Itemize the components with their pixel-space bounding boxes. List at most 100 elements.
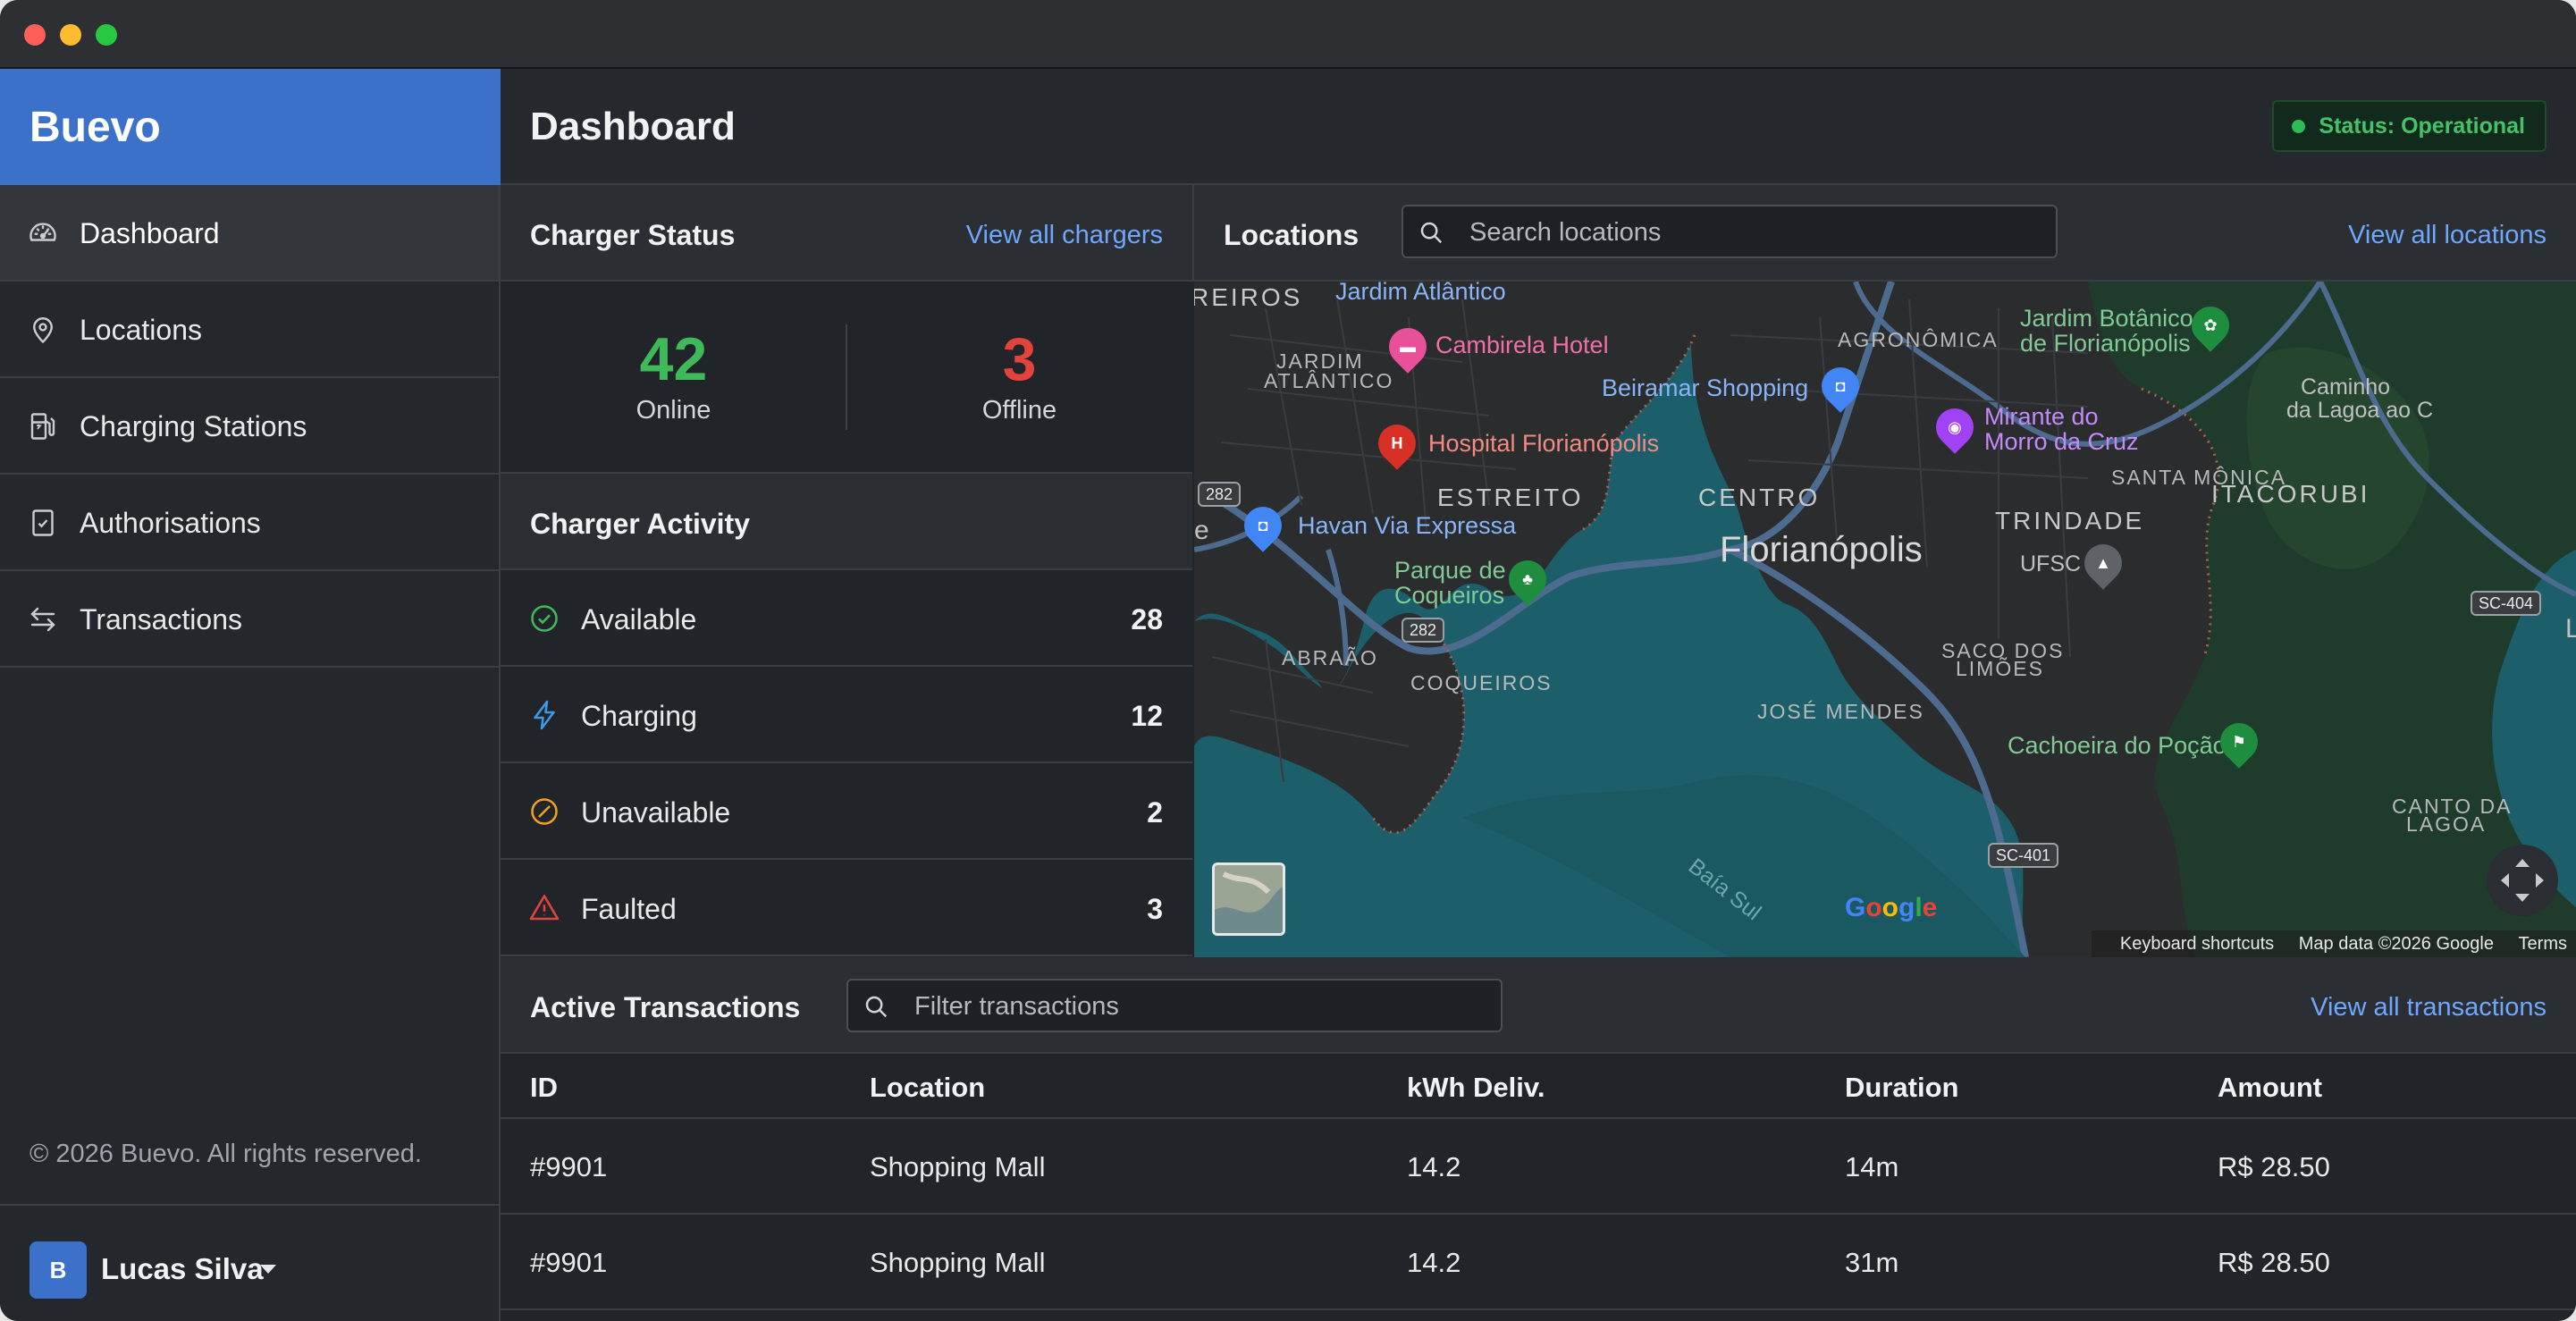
activity-value: 3 xyxy=(1147,893,1163,925)
map-label: COQUEIROS xyxy=(1410,671,1553,694)
map-poi-shopping[interactable]: Beiramar Shopping xyxy=(1602,374,1809,401)
map-poi-viewpoint[interactable]: Mirante do xyxy=(1984,403,2099,430)
user-menu[interactable]: B Lucas Silva xyxy=(0,1204,499,1321)
cell-amount: R$ 28.50 xyxy=(2218,1151,2330,1182)
google-logo: Google xyxy=(1845,893,1938,922)
cell-kwh: 14.2 xyxy=(1407,1247,1461,1278)
user-name[interactable]: Lucas Silva xyxy=(101,1252,264,1285)
map-type-toggle[interactable] xyxy=(1212,862,1285,936)
road-shield: SC-401 xyxy=(1988,843,2059,868)
view-all-chargers-link[interactable]: View all chargers xyxy=(965,221,1163,249)
sidebar-item-charging-stations[interactable]: Charging Stations xyxy=(0,378,499,475)
map-poi-hospital[interactable]: Hospital Florianópolis xyxy=(1428,430,1660,457)
search-icon xyxy=(1420,222,1443,244)
map-label: CENTRO xyxy=(1698,484,1821,511)
activity-value: 12 xyxy=(1131,700,1163,732)
terms-link[interactable]: Terms xyxy=(2518,934,2567,954)
activity-row-available[interactable]: Available 28 xyxy=(501,570,1192,667)
page-header: Dashboard Status: Operational xyxy=(501,69,2576,185)
sidebar-item-label: Dashboard xyxy=(80,217,220,249)
map-label: ATLÂNTICO xyxy=(1264,369,1394,392)
active-transactions-title: Active Transactions xyxy=(530,991,801,1023)
cell-location: Shopping Mall xyxy=(870,1151,1046,1182)
sidebar-item-label: Authorisations xyxy=(80,507,261,539)
brand-name: Buevo xyxy=(29,104,161,151)
table-row[interactable]: #9901 Shopping Mall 14.2 14m R$ 28.50 xyxy=(501,1119,2576,1215)
map-camera-control[interactable] xyxy=(2487,845,2558,916)
filter-transactions-input[interactable]: Filter transactions xyxy=(846,979,1503,1032)
sidebar: Buevo Dashboard Locations Charging Stati… xyxy=(0,69,501,1321)
map-poi-hotel[interactable]: Cambirela Hotel xyxy=(1435,332,1609,358)
sidebar-item-transactions[interactable]: Transactions xyxy=(0,571,499,668)
view-all-transactions-link[interactable]: View all transactions xyxy=(2311,993,2547,1022)
avatar[interactable]: B xyxy=(29,1241,87,1299)
map-label: ITACORUBI xyxy=(2211,480,2370,508)
sidebar-item-dashboard[interactable]: Dashboard xyxy=(0,185,499,282)
arrows-exchange-icon xyxy=(30,607,55,632)
activity-row-unavailable[interactable]: Unavailable 2 xyxy=(501,763,1192,860)
sidebar-item-label: Locations xyxy=(80,314,202,346)
warning-triangle-icon xyxy=(529,895,560,921)
brand-logo[interactable]: Buevo xyxy=(0,69,501,185)
clipboard-check-icon xyxy=(32,509,54,536)
sidebar-item-locations[interactable]: Locations xyxy=(0,282,499,378)
cell-duration: 14m xyxy=(1845,1151,1899,1182)
cell-id: #9901 xyxy=(530,1247,608,1278)
page-title: Dashboard xyxy=(530,105,736,148)
map-label: JARDIM xyxy=(1276,349,1364,373)
map-label: da Lagoa ao C xyxy=(2286,398,2434,423)
locations-title: Locations xyxy=(1224,219,1360,251)
column-header-amount[interactable]: Amount xyxy=(2218,1072,2323,1103)
map-label: Cachoeira do Poção xyxy=(2008,732,2227,759)
map-label: ESTREITO xyxy=(1437,484,1584,511)
map-label: e xyxy=(1194,516,1209,545)
activity-label: Unavailable xyxy=(581,796,731,829)
filter-placeholder: Filter transactions xyxy=(914,992,1119,1021)
activity-label: Available xyxy=(581,603,697,635)
title-bar xyxy=(0,0,2576,69)
map-poi-havan[interactable]: Havan Via Expressa xyxy=(1298,512,1517,539)
status-text: Status: Operational xyxy=(2319,114,2525,139)
map-label: JOSÉ MENDES xyxy=(1757,700,1924,723)
online-count: 42 xyxy=(639,325,708,393)
offline-count: 3 xyxy=(1002,325,1037,393)
charger-status-title: Charger Status xyxy=(530,219,736,251)
charger-status-header: Charger Status View all chargers xyxy=(501,185,1192,282)
map-label: SANTA MÔNICA xyxy=(2111,466,2287,489)
map-label: L xyxy=(2565,614,2576,644)
map-label: Jardim Botânico xyxy=(2020,305,2193,332)
status-dot-icon xyxy=(2292,120,2306,133)
charger-activity-title: Charger Activity xyxy=(530,508,750,540)
slash-circle-icon xyxy=(531,798,558,825)
locations-map[interactable]: REIROS Jardim Atlântico JARDIM ATLÂNTICO… xyxy=(1194,282,2576,957)
maximize-window-button[interactable] xyxy=(96,24,117,46)
map-pin-icon xyxy=(33,317,53,344)
map-label-city: Florianópolis xyxy=(1720,530,1923,569)
activity-row-charging[interactable]: Charging 12 xyxy=(501,667,1192,763)
table-row[interactable]: #9901 Shopping Mall 14.2 31m R$ 28.50 xyxy=(501,1215,2576,1310)
column-header-id[interactable]: ID xyxy=(530,1072,558,1103)
road-shield: 282 xyxy=(1402,618,1445,643)
copyright-text: © 2026 Buevo. All rights reserved. xyxy=(29,1140,422,1168)
cell-amount: R$ 28.50 xyxy=(2218,1247,2330,1278)
map-label: UFSC xyxy=(2020,551,2082,576)
cell-kwh: 14.2 xyxy=(1407,1151,1461,1182)
activity-value: 2 xyxy=(1147,796,1163,829)
search-locations-input[interactable]: Search locations xyxy=(1402,205,2058,258)
column-header-duration[interactable]: Duration xyxy=(1845,1072,1959,1103)
sidebar-item-authorisations[interactable]: Authorisations xyxy=(0,475,499,571)
keyboard-shortcuts-link[interactable]: Keyboard shortcuts xyxy=(2119,934,2275,954)
map-label: TRINDADE xyxy=(1995,507,2145,534)
view-all-locations-link[interactable]: View all locations xyxy=(2348,221,2547,249)
map-poi-viewpoint[interactable]: Morro da Cruz xyxy=(1984,428,2139,455)
fuel-pump-icon xyxy=(30,413,55,440)
close-window-button[interactable] xyxy=(24,24,46,46)
minimize-window-button[interactable] xyxy=(60,24,81,46)
gauge-icon xyxy=(29,223,56,241)
caret-down-icon[interactable] xyxy=(260,1265,276,1274)
offline-label: Offline xyxy=(981,396,1057,425)
column-header-location[interactable]: Location xyxy=(870,1072,986,1103)
activity-value: 28 xyxy=(1131,603,1163,635)
activity-row-faulted[interactable]: Faulted 3 xyxy=(501,860,1192,956)
column-header-kwh[interactable]: kWh Deliv. xyxy=(1407,1072,1545,1103)
